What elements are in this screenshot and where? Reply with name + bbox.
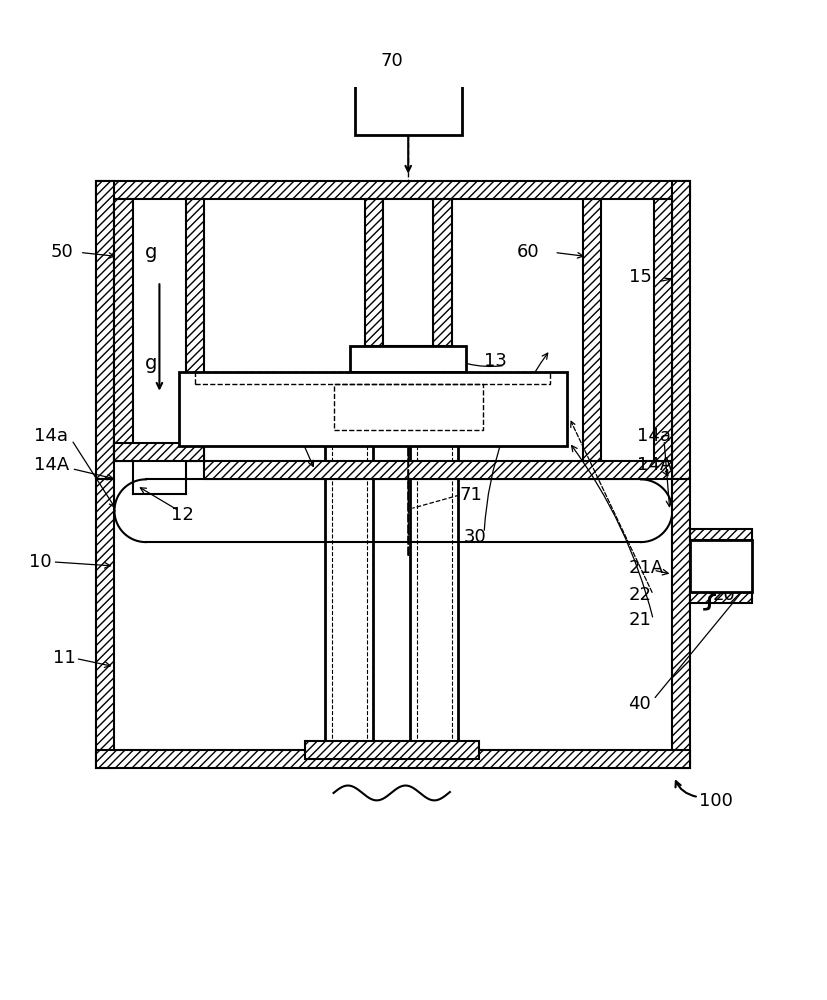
Bar [96,750,690,768]
Text: 71: 71 [459,486,481,504]
Text: 14a: 14a [636,427,670,445]
Text: 21A: 21A [628,559,663,577]
Text: 20: 20 [712,586,734,604]
Bar [195,372,549,384]
Bar [582,199,600,461]
Text: g: g [145,243,157,262]
Bar [365,199,383,364]
Bar [653,199,672,461]
Bar [114,199,132,461]
Bar [433,199,451,364]
Bar [333,384,482,430]
Bar [304,741,478,759]
Text: 12: 12 [170,506,194,524]
Text: 14A: 14A [636,456,672,474]
Text: }: } [698,578,719,611]
Bar [114,443,204,461]
Bar [383,199,433,346]
Text: 10: 10 [29,553,51,571]
Bar [690,529,752,540]
Text: 14a: 14a [35,427,69,445]
Bar [179,372,566,446]
Bar [365,346,451,364]
Bar [672,181,690,479]
Text: 21: 21 [628,611,651,629]
Bar [690,540,752,592]
Text: 13: 13 [484,352,506,370]
Text: 22: 22 [628,586,651,604]
Text: 15: 15 [628,268,651,286]
Bar [690,592,752,603]
Bar [354,82,461,135]
Text: g: g [145,354,157,373]
Bar [186,199,204,461]
Text: 60: 60 [517,243,539,261]
Text: 100: 100 [698,792,732,810]
Bar [96,479,114,768]
Bar [350,346,466,372]
Bar [96,181,690,199]
Bar [204,461,672,479]
Text: 50: 50 [50,243,74,261]
Bar [96,181,114,479]
Text: 40: 40 [628,695,651,713]
Text: 30: 30 [463,528,485,546]
Text: 11: 11 [53,649,76,667]
Text: 70: 70 [380,52,403,70]
Bar [672,479,690,768]
Text: 14A: 14A [35,456,69,474]
Text: 14A: 14A [265,410,300,428]
